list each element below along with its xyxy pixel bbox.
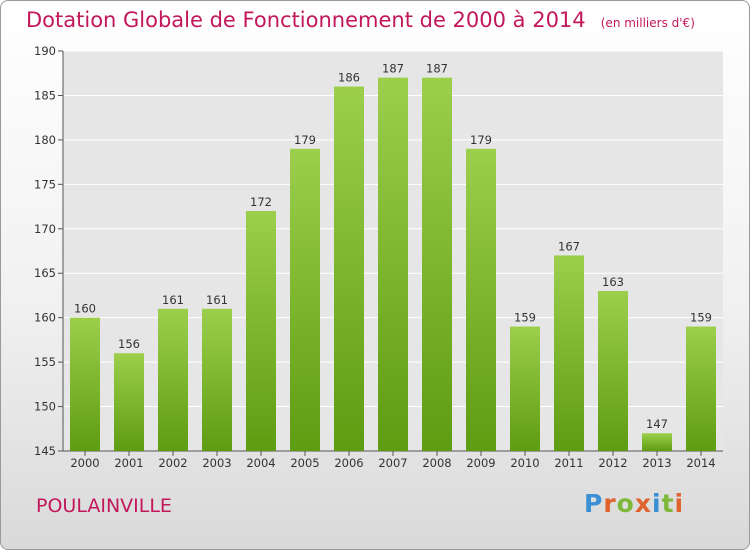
bar-value-label: 187 [382, 62, 404, 76]
bar [466, 148, 496, 451]
x-tick-label: 2003 [202, 456, 231, 470]
x-tick-label: 2009 [466, 456, 495, 470]
y-tick-label: 190 [34, 44, 56, 58]
bar-value-label: 161 [206, 293, 228, 307]
bar [290, 148, 320, 451]
bar [642, 433, 672, 451]
bar [686, 326, 716, 451]
title-line: Dotation Globale de Fonctionnement de 20… [26, 8, 695, 32]
bar [378, 77, 408, 452]
logo-letter: r [603, 489, 617, 518]
city-name: POULAINVILLE [36, 495, 172, 517]
bar-value-label: 179 [470, 133, 492, 147]
x-tick-label: 2007 [378, 456, 407, 470]
bar [510, 326, 540, 451]
bar-value-label: 172 [250, 195, 272, 209]
bar [158, 308, 188, 451]
logo-letter: t [661, 489, 675, 518]
logo-letter: i [652, 489, 662, 518]
chart-subtitle: (en milliers d'€) [600, 16, 695, 30]
bar-value-label: 187 [426, 62, 448, 76]
x-tick-label: 2013 [642, 456, 671, 470]
bar [202, 308, 232, 451]
bar-value-label: 163 [602, 275, 624, 289]
bar [114, 353, 144, 451]
y-tick-label: 155 [34, 355, 56, 369]
x-tick-label: 2010 [510, 456, 539, 470]
y-tick-label: 145 [34, 444, 56, 458]
bar [554, 255, 584, 451]
logo-letter: o [616, 489, 635, 518]
x-tick-label: 2002 [158, 456, 187, 470]
logo-letter: P [584, 489, 604, 518]
logo-letter: x [634, 489, 652, 518]
y-tick-label: 160 [34, 311, 56, 325]
bar-value-label: 161 [162, 293, 184, 307]
bar [422, 77, 452, 452]
x-tick-label: 2001 [114, 456, 143, 470]
y-tick-label: 165 [34, 266, 56, 280]
proxiti-logo[interactable]: Proxiti [584, 489, 684, 518]
bar-value-label: 186 [338, 71, 360, 85]
y-tick-label: 150 [34, 400, 56, 414]
bar [598, 291, 628, 451]
x-tick-label: 2008 [422, 456, 451, 470]
chart-title: Dotation Globale de Fonctionnement de 20… [26, 8, 586, 32]
y-tick-label: 170 [34, 222, 56, 236]
bar-value-label: 167 [558, 239, 580, 253]
bar-value-label: 159 [514, 311, 536, 325]
x-tick-label: 2005 [290, 456, 319, 470]
bar-value-label: 156 [118, 337, 140, 351]
x-tick-label: 2011 [554, 456, 583, 470]
y-tick-label: 185 [34, 88, 56, 102]
x-tick-label: 2012 [598, 456, 627, 470]
bar-value-label: 159 [690, 311, 712, 325]
bar [334, 86, 364, 452]
bar-value-label: 179 [294, 133, 316, 147]
bar-value-label: 160 [74, 302, 96, 316]
x-tick-label: 2000 [70, 456, 99, 470]
y-tick-label: 180 [34, 133, 56, 147]
x-tick-label: 2006 [334, 456, 363, 470]
logo-letter: i [674, 489, 685, 518]
bar-value-label: 147 [646, 417, 668, 431]
y-tick-label: 175 [34, 177, 56, 191]
x-tick-label: 2014 [686, 456, 715, 470]
x-tick-label: 2004 [246, 456, 275, 470]
bar [246, 211, 276, 451]
bar [70, 317, 100, 451]
